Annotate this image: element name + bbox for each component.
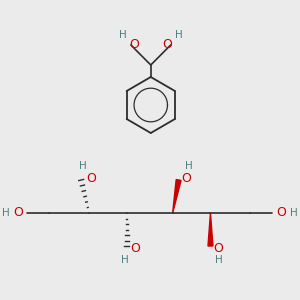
Text: H: H bbox=[214, 255, 222, 265]
Text: H: H bbox=[175, 30, 182, 40]
Text: O: O bbox=[129, 38, 139, 52]
Text: H: H bbox=[119, 30, 127, 40]
Text: H: H bbox=[121, 255, 129, 265]
Text: H: H bbox=[185, 161, 193, 171]
Text: O: O bbox=[182, 172, 191, 184]
Text: O: O bbox=[163, 38, 172, 52]
Polygon shape bbox=[208, 213, 213, 246]
Text: O: O bbox=[214, 242, 224, 254]
Text: H: H bbox=[2, 208, 10, 218]
Text: O: O bbox=[276, 206, 286, 220]
Text: O: O bbox=[14, 206, 23, 220]
Text: H: H bbox=[79, 161, 87, 171]
Polygon shape bbox=[173, 180, 181, 213]
Text: O: O bbox=[130, 242, 140, 254]
Text: O: O bbox=[86, 172, 96, 184]
Text: H: H bbox=[290, 208, 298, 218]
